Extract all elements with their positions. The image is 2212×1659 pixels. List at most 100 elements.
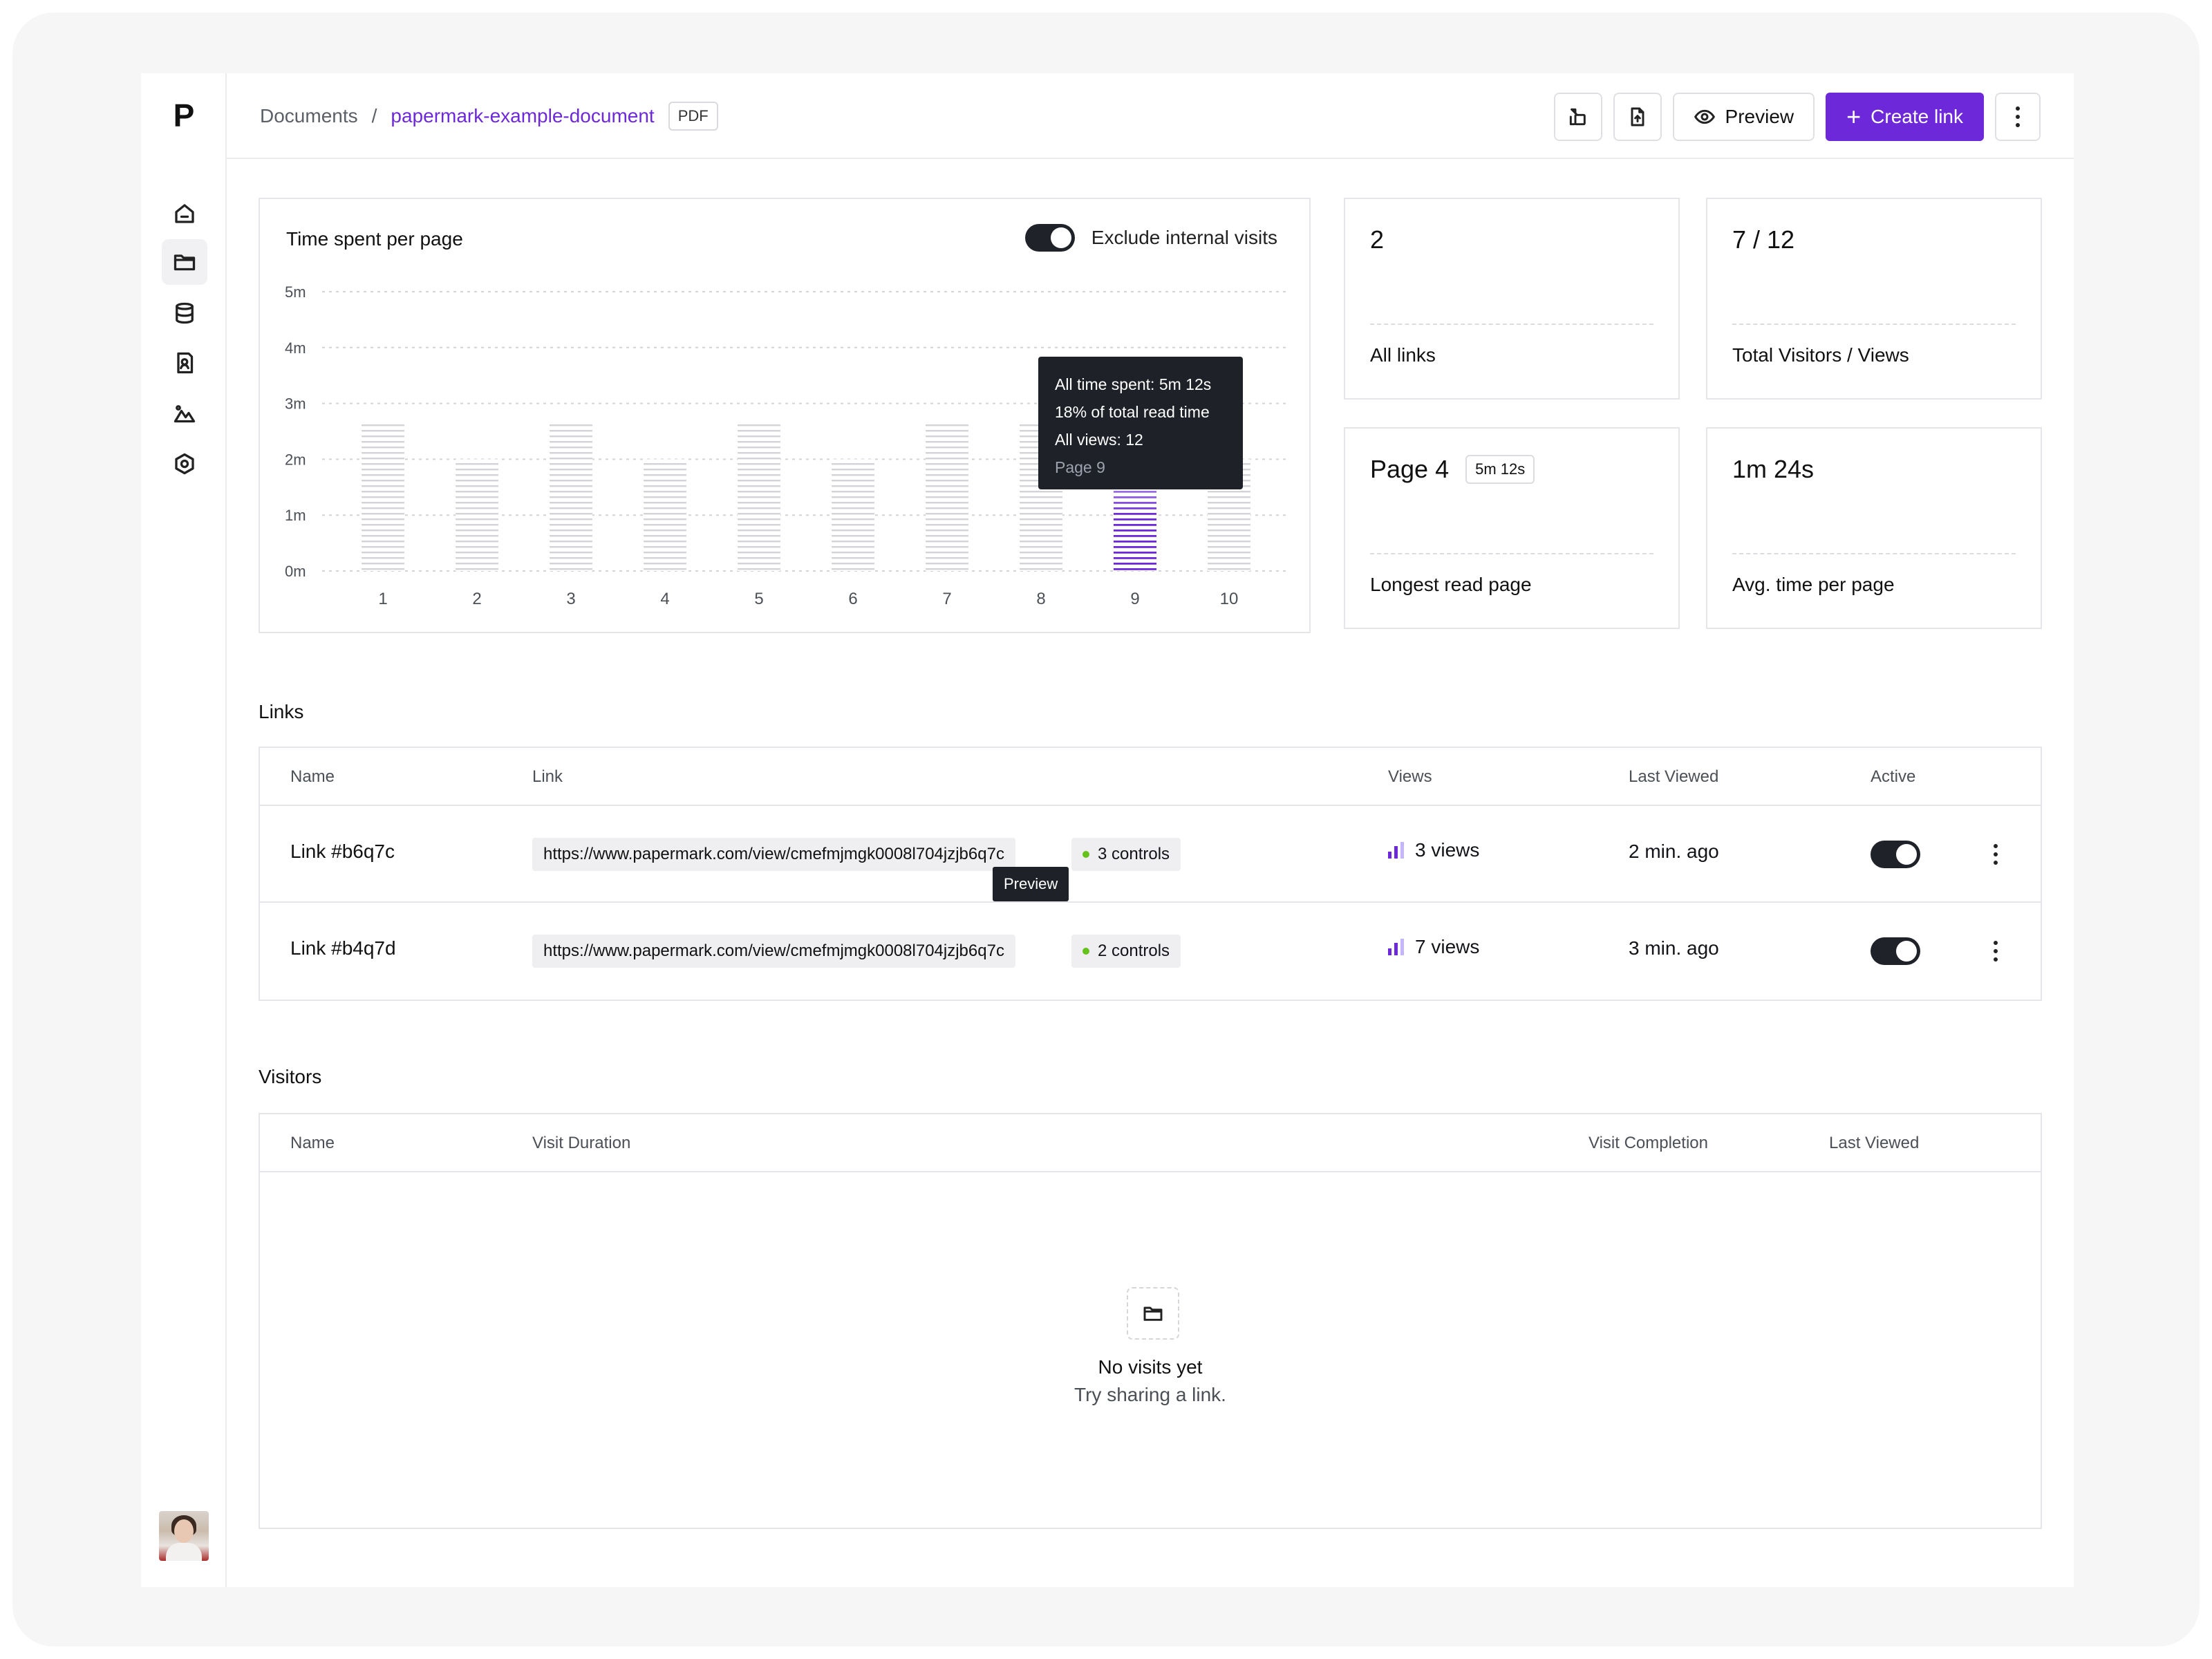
nav-visitors[interactable] <box>162 340 207 386</box>
column-header[interactable]: Name <box>290 1134 335 1152</box>
preview-button[interactable]: Preview <box>1672 93 1815 141</box>
visitors-section-title: Visitors <box>259 1066 322 1087</box>
plus-icon: + <box>1846 102 1862 131</box>
bar[interactable] <box>550 422 592 571</box>
views-count: 7 views <box>1415 936 1480 957</box>
create-link-button[interactable]: + Create link <box>1826 93 1984 141</box>
breadcrumb: Documents / papermark-example-document P… <box>260 73 718 159</box>
y-tick-label: 5m <box>285 283 306 301</box>
views-count: 3 views <box>1415 839 1480 861</box>
more-vertical-icon <box>2016 106 2020 127</box>
stat-label: All links <box>1370 344 1436 366</box>
stat-value-group: Page 4 5m 12s <box>1370 455 1535 484</box>
more-vertical-icon <box>1994 844 1998 865</box>
header-actions: Preview + Create link <box>1553 93 2041 141</box>
bar[interactable] <box>362 422 404 571</box>
stat-card-links: 2 All links <box>1344 198 1680 400</box>
row-options-button[interactable] <box>1985 836 2006 872</box>
column-header[interactable]: Last Viewed <box>1629 767 1719 786</box>
visitors-table: Name Visit Duration Visit Completion Las… <box>259 1113 2042 1529</box>
bar[interactable] <box>738 422 780 571</box>
tooltip-page: Page 9 <box>1055 458 1105 476</box>
bar-chart-icon <box>1388 939 1404 955</box>
more-vertical-icon <box>1994 941 1998 962</box>
bar[interactable] <box>832 459 874 571</box>
divider <box>1732 324 2016 325</box>
column-header[interactable]: Visit Duration <box>532 1134 631 1152</box>
chart-tooltip: All time spent: 5m 12s 18% of total read… <box>1038 357 1243 489</box>
table-row[interactable]: Link #b6q7c https://www.papermark.com/vi… <box>260 806 2041 903</box>
active-toggle[interactable] <box>1871 841 1920 868</box>
last-viewed: 3 min. ago <box>1629 937 1719 959</box>
bar[interactable] <box>926 422 968 571</box>
breadcrumb-documents[interactable]: Documents <box>260 105 358 126</box>
file-type-badge: PDF <box>668 102 718 131</box>
link-url[interactable]: https://www.papermark.com/view/cmefmjmgk… <box>532 838 1015 871</box>
x-tick-label: 6 <box>848 590 857 608</box>
user-avatar[interactable] <box>159 1511 209 1561</box>
preview-label: Preview <box>1725 106 1794 127</box>
column-header[interactable]: Visit Completion <box>1588 1134 1708 1152</box>
breadcrumb-separator: / <box>371 105 377 126</box>
column-header[interactable]: Last Viewed <box>1829 1134 1920 1152</box>
stat-label: Avg. time per page <box>1732 574 1895 595</box>
chart-title: Time spent per page <box>286 228 463 250</box>
column-header[interactable]: Name <box>290 767 335 786</box>
exclude-internal-toggle[interactable] <box>1024 224 1075 252</box>
database-icon <box>176 302 194 324</box>
active-toggle[interactable] <box>1871 937 1920 965</box>
table-header: Name Link Views Last Viewed Active <box>260 748 2041 806</box>
row-options-button[interactable] <box>1985 933 2006 969</box>
contact-icon <box>177 352 194 374</box>
file-upload-icon <box>1631 107 1644 126</box>
preview-tooltip: Preview <box>993 867 1069 901</box>
app-logo[interactable]: P <box>173 97 195 133</box>
column-header[interactable]: Active <box>1871 767 1916 786</box>
divider <box>1370 553 1653 554</box>
views-cell[interactable]: 3 views <box>1388 839 1479 861</box>
nav-home[interactable] <box>162 191 207 236</box>
nav-documents[interactable] <box>162 239 207 285</box>
column-header[interactable]: Views <box>1388 767 1432 786</box>
links-section-title: Links <box>259 701 304 722</box>
x-tick-label: 1 <box>378 590 387 608</box>
stat-badge: 5m 12s <box>1465 455 1535 484</box>
folder-icon <box>174 254 196 271</box>
more-options-button[interactable] <box>1995 93 2041 141</box>
create-link-label: Create link <box>1871 106 1963 127</box>
tooltip-percent: 18% of total read time <box>1055 403 1210 421</box>
settings-icon <box>175 453 194 475</box>
home-icon <box>175 204 194 223</box>
document-name[interactable]: papermark-example-document <box>391 105 655 126</box>
bar[interactable] <box>456 459 498 571</box>
stat-label: Longest read page <box>1370 574 1532 595</box>
nav-branding[interactable] <box>162 391 207 437</box>
empty-subtitle: Try sharing a link. <box>1074 1384 1226 1405</box>
page-header: Documents / papermark-example-document P… <box>227 73 2074 159</box>
links-table: Name Link Views Last Viewed Active Link … <box>259 747 2042 1001</box>
stat-value: 2 <box>1370 225 1385 254</box>
y-tick-label: 0m <box>285 563 306 580</box>
empty-state: No visits yet Try sharing a link. <box>260 1172 2041 1528</box>
sidebar: P <box>141 73 227 1587</box>
bar[interactable] <box>644 459 686 571</box>
upload-button[interactable] <box>1613 93 1662 141</box>
version-button[interactable] <box>1553 93 1602 141</box>
controls-badge[interactable]: 3 controls <box>1071 838 1181 871</box>
status-dot <box>1082 948 1089 955</box>
column-header[interactable]: Link <box>532 767 563 786</box>
link-url[interactable]: https://www.papermark.com/view/cmefmjmgk… <box>532 935 1015 968</box>
stat-label: Total Visitors / Views <box>1732 344 1909 366</box>
nav-settings[interactable] <box>162 441 207 487</box>
y-tick-label: 4m <box>285 339 306 357</box>
link-name: Link #b6q7c <box>290 841 395 862</box>
stat-card-visitors: 7 / 12 Total Visitors / Views <box>1706 198 2042 400</box>
link-name: Link #b4q7d <box>290 937 396 959</box>
table-row[interactable]: Link #b4q7d https://www.papermark.com/vi… <box>260 903 2041 1000</box>
tooltip-time: All time spent: 5m 12s <box>1055 375 1212 393</box>
controls-badge[interactable]: 2 controls <box>1071 935 1181 968</box>
exclude-internal-label: Exclude internal visits <box>1091 227 1277 248</box>
nav-datarooms[interactable] <box>162 290 207 336</box>
views-cell[interactable]: 7 views <box>1388 936 1479 958</box>
exclude-internal-toggle-group: Exclude internal visits <box>1024 224 1277 252</box>
